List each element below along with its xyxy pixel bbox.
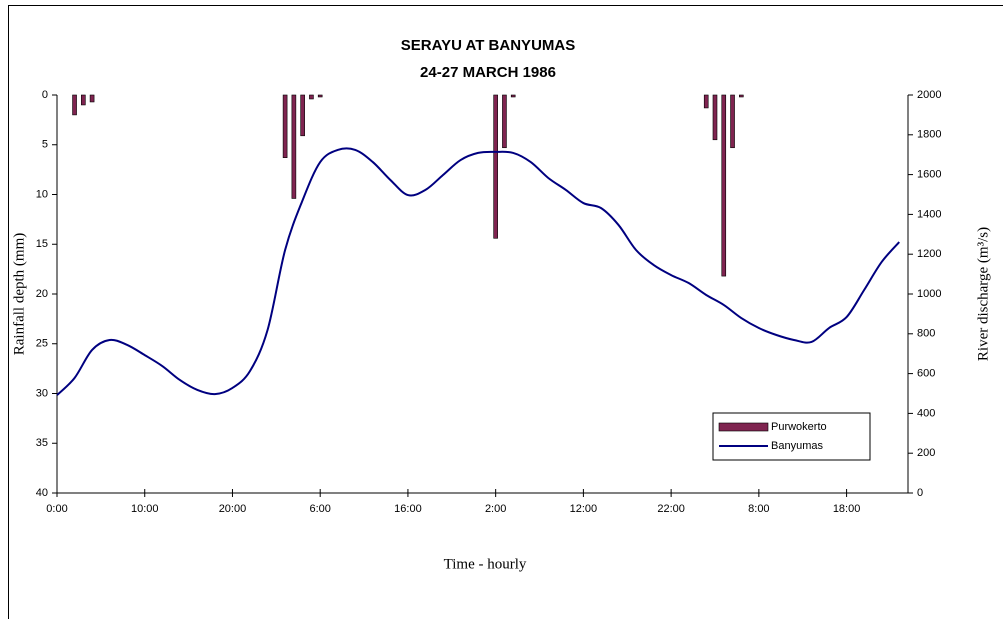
y-tick-label: 15 <box>36 238 48 250</box>
rain-bar <box>89 94 95 103</box>
rain-bar <box>712 94 718 141</box>
x-tick-label: 18:00 <box>833 503 861 515</box>
rain-bar <box>510 94 516 98</box>
x-tick-label: 16:00 <box>394 503 422 515</box>
rain-bar <box>300 94 305 137</box>
x-tick-label: 22:00 <box>657 503 685 515</box>
y2-tick-label: 600 <box>917 368 935 380</box>
chart-subtitle: 24-27 MARCH 1986 <box>420 64 556 81</box>
y-tick-label: 30 <box>36 387 48 399</box>
rain-bar <box>721 94 727 277</box>
x-tick-label: 6:00 <box>309 503 330 515</box>
rain-bar <box>493 94 498 239</box>
chart-frame <box>8 5 1003 619</box>
rain-bar <box>502 94 507 149</box>
y-tick-label: 25 <box>36 338 48 350</box>
y2-tick-label: 1400 <box>917 208 941 220</box>
rain-bar <box>309 94 314 100</box>
y-tick-label: 10 <box>36 188 48 200</box>
rain-bar <box>730 94 735 149</box>
y-axis-label: Rainfall depth (mm) <box>11 233 27 355</box>
legend-label: Purwokerto <box>771 421 827 433</box>
y2-tick-label: 200 <box>917 447 935 459</box>
y-tick-label: 5 <box>42 139 48 151</box>
rain-bar <box>703 94 709 109</box>
y-tick-label: 35 <box>36 437 48 449</box>
rain-bar <box>72 94 77 116</box>
y2-tick-label: 1600 <box>917 169 941 181</box>
discharge-line <box>56 147 900 396</box>
x-tick-label: 12:00 <box>570 503 598 515</box>
y2-tick-label: 2000 <box>917 89 941 101</box>
legend: Purwokerto Banyumas <box>712 412 871 461</box>
y2-tick-label: 1800 <box>917 129 941 141</box>
x-tick-label: 2:00 <box>485 503 506 515</box>
x-tick-label: 8:00 <box>748 503 769 515</box>
legend-label: Banyumas <box>771 440 823 452</box>
x-tick-label: 20:00 <box>219 503 247 515</box>
y2-tick-label: 0 <box>917 487 923 499</box>
legend-box <box>712 412 871 461</box>
rain-bar <box>291 94 297 199</box>
rain-bar <box>282 94 288 158</box>
rain-bar <box>739 94 744 98</box>
rain-bar <box>81 94 86 106</box>
y-tick-label: 40 <box>36 487 48 499</box>
x-tick-label: 10:00 <box>131 503 159 515</box>
chart-title: SERAYU AT BANYUMAS <box>401 37 575 54</box>
y-tick-label: 0 <box>42 89 48 101</box>
y-tick-label: 20 <box>36 288 48 300</box>
y2-tick-label: 1000 <box>917 288 941 300</box>
y2-tick-label: 400 <box>917 407 935 419</box>
legend-swatch <box>718 422 769 432</box>
x-tick-label: 0:00 <box>46 503 67 515</box>
y2-tick-label: 800 <box>917 328 935 340</box>
x-axis-label: Time - hourly <box>444 556 527 572</box>
y2-axis-label: River discharge (m³/s) <box>975 227 991 361</box>
y2-tick-label: 1200 <box>917 248 941 260</box>
rain-bar <box>317 94 323 98</box>
